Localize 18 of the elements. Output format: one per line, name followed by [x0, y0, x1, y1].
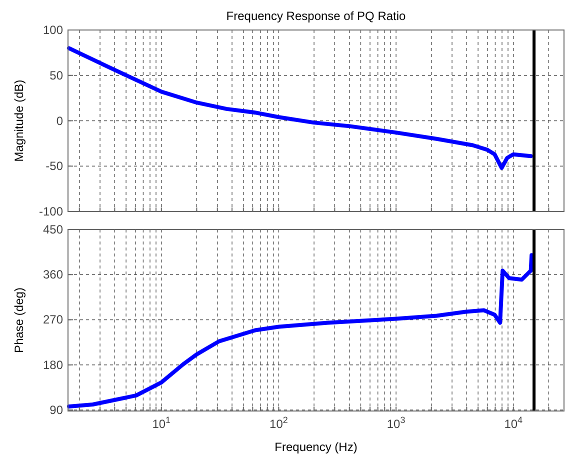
y-tick-label: -50	[46, 159, 64, 174]
y-axis-title: Phase (deg)	[12, 288, 26, 353]
y-tick-label: 90	[50, 402, 64, 417]
y-axis-title: Magnitude (dB)	[12, 80, 26, 162]
y-tick-label: 270	[42, 312, 64, 327]
y-tick-label: 450	[42, 222, 64, 236]
y-tick-label: 360	[42, 268, 64, 282]
y-tick-label: 100	[42, 23, 64, 37]
chart-title: Frequency Response of PQ Ratio	[226, 9, 406, 23]
x-axis-title: Frequency (Hz)	[274, 440, 358, 454]
x-tick-label: 10$^{4}$	[504, 415, 523, 431]
y-tick-label: 180	[42, 358, 64, 372]
y-tick-label: 0	[56, 114, 64, 128]
x-tick-label: 10$^{2}$	[270, 415, 288, 431]
y-tick-label: 50	[50, 68, 64, 82]
x-tick-label: 10$^{3}$	[386, 415, 406, 431]
x-tick-label: 10$^{1}$	[152, 415, 171, 431]
y-tick-label: -100	[38, 204, 64, 218]
